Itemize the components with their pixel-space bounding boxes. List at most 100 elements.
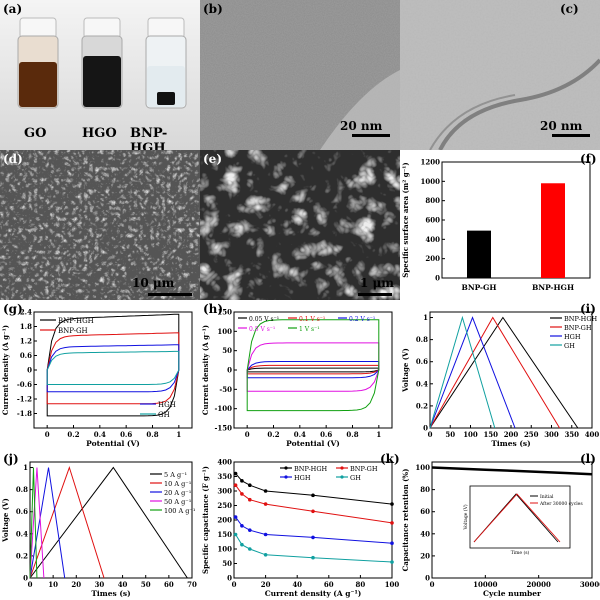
- y-tick-label: 1.2: [20, 337, 32, 346]
- legend-label: HGH: [564, 333, 581, 341]
- x-tick-label: 80: [356, 580, 366, 589]
- y-tick-label: 60: [420, 507, 430, 516]
- y-tick-label: 100: [217, 327, 232, 336]
- x-tick-label: 70: [187, 580, 197, 589]
- panel-c-tem: (c) 20 nm: [400, 0, 600, 150]
- legend-label: 20 A g⁻¹: [164, 489, 192, 497]
- y-tick-label: 0.6: [20, 351, 32, 360]
- hydrogel-monolith: [157, 92, 175, 105]
- data-point: [240, 542, 244, 547]
- data-point: [390, 521, 394, 525]
- x-tick-label: 0: [28, 580, 33, 589]
- x-category-label: BNP-GH: [461, 283, 496, 292]
- legend-label: GH: [350, 474, 361, 482]
- legend-label: BNP-HGH: [564, 315, 598, 323]
- panel-l-chart: 0 10000 20000 30000 0 20 40 60 80 100 Cycle number…: [400, 450, 600, 600]
- data-point: [311, 493, 315, 498]
- y-tick-label: 1.8: [20, 322, 32, 331]
- legend-label: 0.5 V s⁻¹: [249, 326, 275, 333]
- panel-g-chart: 0 0.2 0.4 0.6 0.8 1 -1.8 -1.2 -0.6 0 0.6 1.2 1.8 2.4 P…: [0, 300, 200, 450]
- x-tick-label: 0.6: [120, 430, 132, 439]
- y-tick-label: 200: [425, 254, 440, 263]
- vials-illustration: [0, 0, 200, 150]
- y-tick-label: 150: [217, 308, 232, 317]
- x-tick-label: 0: [428, 430, 433, 439]
- panel-label: (g): [3, 302, 23, 316]
- y-tick-label: 400: [217, 458, 232, 467]
- y-tick-label: 150: [217, 530, 232, 539]
- series-line: [246, 364, 380, 375]
- chart-f-svg: 0 200 400 600 800 1000 1200 Specific surface ar…: [401, 158, 591, 292]
- scale-bar: [358, 293, 392, 296]
- panel-f-chart: 0 200 400 600 800 1000 1200 Specific surface ar…: [400, 150, 600, 300]
- x-tick-label: 60: [164, 580, 174, 589]
- series-line: [46, 350, 180, 385]
- chart-i-svg: 0 50 100 150 200 250 300 350 400 0 0.2 0.4 0.6 0.8 1 Ti…: [401, 311, 599, 448]
- vial-cap-go: [19, 17, 57, 39]
- x-tick-label: 30000: [580, 580, 600, 589]
- vial-label-hgo: HGO: [82, 126, 117, 141]
- x-tick-label: 0.8: [146, 430, 158, 439]
- legend-label: 0.2 V s⁻¹: [349, 316, 375, 323]
- legend-label: BNP-GH: [564, 324, 592, 332]
- y-tick-label: 0.4: [16, 529, 28, 538]
- bar-bnp-gh: [467, 230, 491, 278]
- legend-label: BNP-HGH: [58, 317, 94, 325]
- y-tick-label: 50: [222, 346, 232, 355]
- x-axis-label: Times (s): [491, 439, 530, 448]
- y-tick-label: 0.4: [416, 379, 428, 388]
- legend-label: GH: [158, 411, 170, 419]
- data-point: [311, 509, 315, 514]
- panel-label: (h): [203, 302, 224, 316]
- y-axis-label: Specific capacitance (F g⁻¹): [201, 466, 210, 574]
- data-point: [263, 553, 268, 557]
- y-tick-label: -1.8: [17, 409, 32, 418]
- y-tick-label: 0.6: [16, 507, 28, 516]
- series-line: [429, 316, 561, 429]
- x-axis-label: Times (s): [91, 589, 130, 598]
- x-category-label: BNP-HGH: [532, 283, 574, 292]
- panel-d-sem: (d) 10 μm: [0, 150, 200, 300]
- plot-frame: [431, 461, 593, 579]
- panel-h-chart: 0 0.2 0.4 0.6 0.8 1 -150 -100 -50 0 50 100 150 Potent…: [200, 300, 400, 450]
- panel-k-chart: 0 20 40 60 80 100 0 50 100 150 200 250 300 350 400 Curr…: [200, 450, 400, 600]
- data-point: [248, 547, 252, 551]
- x-tick-label: 250: [524, 430, 539, 439]
- x-axis-label: Potential (V): [86, 439, 140, 448]
- legend-label: BNP-GH: [350, 465, 378, 473]
- y-tick-label: 0: [27, 366, 32, 375]
- series-line: [235, 534, 393, 563]
- x-tick-label: 40: [292, 580, 302, 589]
- data-point: [263, 502, 268, 506]
- legend-label: GH: [564, 342, 575, 350]
- y-axis-label: Current density (A g⁻¹): [1, 325, 10, 415]
- data-point: [233, 471, 238, 476]
- x-tick-label: 0: [430, 580, 435, 589]
- legend-label: 0.05 V s⁻¹: [249, 316, 279, 323]
- y-tick-label: 2.4: [20, 308, 32, 317]
- data-point: [248, 497, 252, 502]
- y-tick-label: 50: [222, 559, 232, 568]
- panel-b-tem: (b) 20 nm: [200, 0, 400, 150]
- plot-frame: [441, 161, 591, 279]
- y-tick-label: 0: [423, 424, 428, 433]
- data-point: [233, 515, 238, 519]
- legend-label: HGH: [158, 401, 176, 409]
- x-tick-label: 40: [118, 580, 128, 589]
- y-tick-label: 0: [227, 574, 232, 583]
- x-tick-label: 0.4: [94, 430, 106, 439]
- x-tick-label: 50: [445, 430, 455, 439]
- x-tick-label: 50: [141, 580, 151, 589]
- y-tick-label: 800: [425, 196, 440, 205]
- legend-marker: [340, 475, 344, 479]
- x-tick-label: 10: [48, 580, 58, 589]
- y-axis-label: Specific surface area (m² g⁻¹): [401, 162, 410, 277]
- y-tick-label: -150: [214, 424, 232, 433]
- panel-label: (c): [560, 2, 579, 16]
- y-tick-label: 350: [217, 472, 232, 481]
- series-line: [246, 361, 380, 379]
- x-tick-label: 350: [564, 430, 579, 439]
- y-tick-label: 250: [217, 501, 232, 510]
- series-line: [235, 473, 393, 505]
- inset-y-label: Voltage (V): [462, 504, 469, 530]
